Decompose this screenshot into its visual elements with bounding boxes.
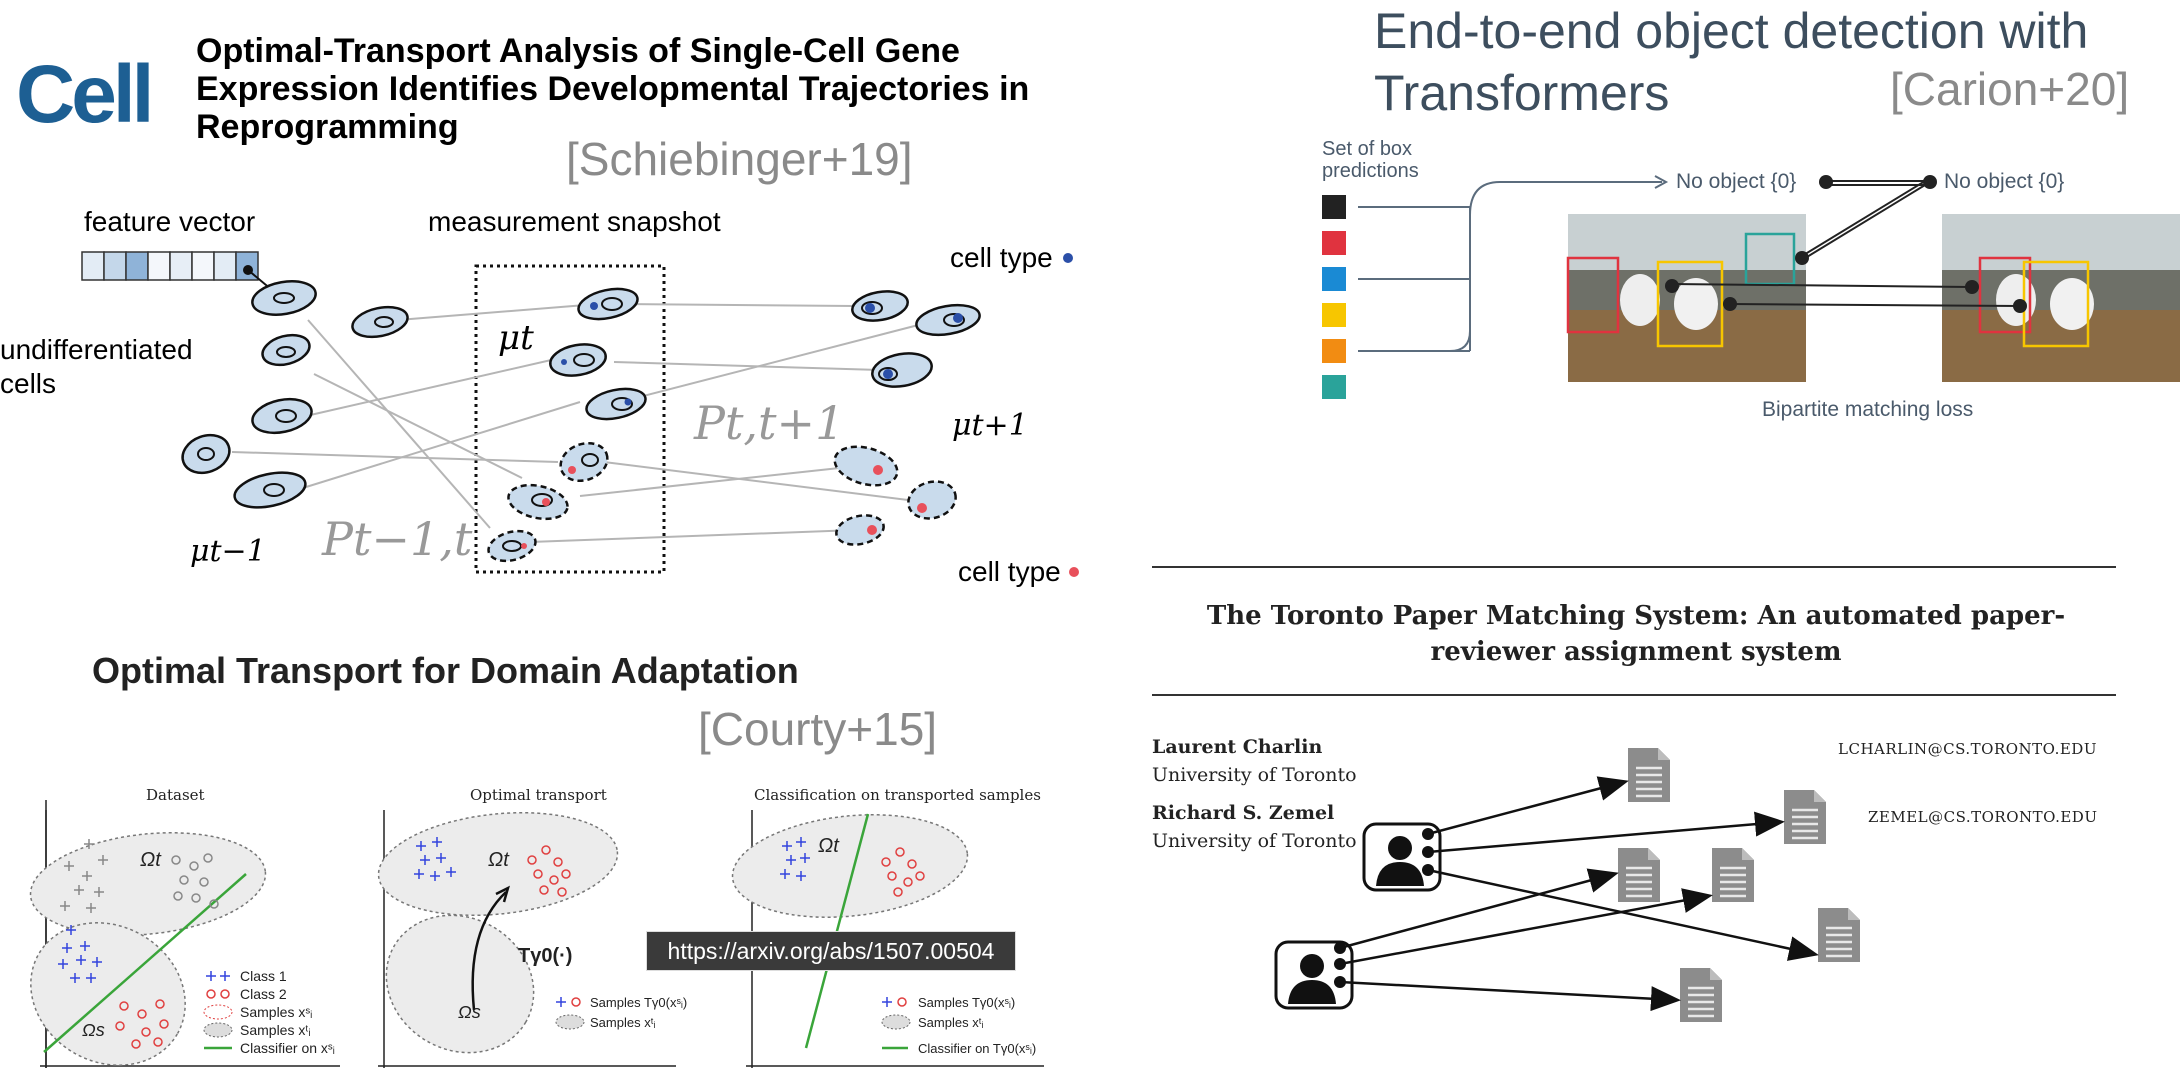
arxiv-url-tooltip[interactable]: https://arxiv.org/abs/1507.00504 [646, 931, 1016, 971]
measurement-snapshot-label: measurement snapshot [428, 206, 721, 237]
mu-t-minus-1-label: μt−1 [190, 534, 266, 569]
svg-text:Classifier on xˢᵢ: Classifier on xˢᵢ [240, 1040, 335, 1056]
paper-doc-3 [1616, 846, 1662, 904]
subplot-classification-title: Classification on transported samples [754, 786, 1041, 804]
prediction-square-3 [1322, 303, 1346, 327]
right-gull-photo [1942, 214, 2180, 382]
reviewer-assignment-diagram [1274, 746, 1862, 1024]
subplot-dataset: Class 1 Class 2 Samples xˢᵢ Samples xᵗᵢ … [29, 800, 340, 1068]
subplot-ot-title: Optimal transport [470, 786, 607, 804]
undifferentiated-nuclei [197, 292, 394, 497]
paper-doc-1 [1626, 746, 1672, 804]
p-tm1-t-label: Pt−1,t [322, 512, 473, 566]
svg-text:Ωt: Ωt [140, 849, 162, 871]
author2-affiliation: University of Toronto [1152, 830, 1357, 852]
mu-t-label: μt [498, 318, 534, 358]
detr-title-line2: Transformers [1374, 65, 1670, 121]
domain-adaptation-figure: Class 1 Class 2 Samples xˢᵢ Samples xᵗᵢ … [29, 800, 1044, 1068]
courty-paper-title: Optimal Transport for Domain Adaptation [92, 650, 799, 691]
target-cells-red [833, 445, 957, 546]
no-object-left: No object {0} [1676, 170, 1797, 193]
legend-2: Samples Tγ0(xˢᵢ) Samples xᵗᵢ [555, 995, 687, 1030]
transport-map-label: Tγ0(·) [518, 945, 572, 967]
tpms-paper-title: The Toronto Paper Matching System: An au… [1206, 601, 2066, 667]
svg-text:Class 2: Class 2 [240, 986, 287, 1002]
left-gull-photo [1566, 214, 1806, 382]
prediction-square-0 [1322, 195, 1346, 219]
red-marker-dots [521, 465, 1079, 577]
svg-text:Ωs: Ωs [82, 1020, 105, 1040]
schiebinger-citation: [Schiebinger+19] [566, 133, 913, 185]
svg-text:Samples xˢᵢ: Samples xˢᵢ [240, 1004, 312, 1020]
no-object-right: No object {0} [1944, 170, 2065, 193]
blue-marker-dots [561, 253, 1073, 406]
cell-type-red-label: cell type [958, 556, 1061, 587]
prediction-squares [1322, 195, 1346, 399]
author2-name: Richard S. Zemel [1152, 802, 1335, 824]
author1-affiliation: University of Toronto [1152, 764, 1357, 786]
legend-1: Class 1 Class 2 Samples xˢᵢ Samples xᵗᵢ … [203, 968, 335, 1056]
subplot-classification: Ωt Samples Tγ0(xˢᵢ) Samples xᵗᵢ Classifi… [731, 810, 1044, 1068]
snapshot-cells [549, 287, 647, 421]
svg-text:Ωs: Ωs [458, 1002, 481, 1022]
svg-text:Ωt: Ωt [488, 849, 510, 871]
box-predictions-label: Set of box predictions [1322, 138, 1419, 182]
svg-text:Classifier on Tγ0(xˢᵢ): Classifier on Tγ0(xˢᵢ) [918, 1041, 1036, 1056]
paper-doc-2 [1782, 788, 1828, 846]
svg-text:Samples xᵗᵢ: Samples xᵗᵢ [918, 1015, 984, 1030]
svg-text:Samples Tγ0(xˢᵢ): Samples Tγ0(xˢᵢ) [918, 995, 1015, 1010]
feature-vector-label: feature vector [84, 206, 256, 237]
box-predictions-line1: Set of box [1322, 138, 1413, 160]
author2-email: ZEMEL@CS.TORONTO.EDU [1868, 808, 2098, 826]
box-predictions-line2: predictions [1322, 160, 1419, 182]
mu-t-plus-1-label: μt+1 [952, 408, 1028, 443]
svg-text:Ωt: Ωt [818, 835, 840, 857]
snapshot-cells-red [487, 441, 609, 563]
detr-citation: [Carion+20] [1890, 63, 2130, 115]
cell-trajectory-diagram [81, 251, 1079, 577]
author1-email: LCHARLIN@CS.TORONTO.EDU [1838, 740, 2097, 758]
detr-paper-title: End-to-end object detection with Transfo… [1374, 0, 2174, 124]
prediction-square-4 [1322, 339, 1346, 363]
paper-doc-6 [1678, 966, 1724, 1024]
undifferentiated-label-line1: undifferentiated [0, 334, 193, 365]
tpms-top-rule [1152, 566, 2116, 568]
transport-lines [231, 303, 931, 543]
undifferentiated-label-line2: cells [0, 368, 57, 399]
detr-title-line1: End-to-end object detection with [1374, 3, 2089, 59]
cell-journal-logo: Cell [16, 49, 154, 140]
legend-3: Samples Tγ0(xˢᵢ) Samples xᵗᵢ Classifier … [881, 995, 1036, 1056]
subplot-dataset-title: Dataset [146, 786, 205, 804]
tpms-bottom-rule [1152, 694, 2116, 696]
assignment-arrows [1339, 776, 1819, 1012]
prediction-square-1 [1322, 231, 1346, 255]
detr-matching-diagram [1322, 175, 2180, 399]
svg-text:Samples xᵗᵢ: Samples xᵗᵢ [590, 1015, 656, 1030]
svg-text:Class 1: Class 1 [240, 968, 287, 984]
cell-type-blue-label: cell type [950, 242, 1053, 273]
snapshot-box [474, 264, 666, 574]
feature-vector-boxes [81, 251, 273, 291]
p-t-t1-label: Pt,t+1 [694, 396, 845, 450]
paper-doc-4 [1710, 846, 1756, 904]
subplot-optimal-transport: Ωt Ωs Tγ0(·) Samples Tγ0(xˢᵢ) Samples xᵗ… [377, 810, 687, 1068]
prediction-brackets [1358, 175, 1669, 352]
matching-lines [1671, 177, 2021, 307]
prediction-square-2 [1322, 267, 1346, 291]
bipartite-matching-loss-label: Bipartite matching loss [1762, 398, 1974, 421]
prediction-square-5 [1322, 375, 1346, 399]
courty-citation: [Courty+15] [698, 703, 938, 755]
undifferentiated-cells [181, 280, 409, 509]
schiebinger-paper-title: Optimal-Transport Analysis of Single-Cel… [196, 32, 1030, 146]
svg-text:Samples Tγ0(xˢᵢ): Samples Tγ0(xˢᵢ) [590, 995, 687, 1010]
author1-name: Laurent Charlin [1152, 736, 1323, 758]
paper-doc-5 [1816, 906, 1862, 964]
svg-text:Samples xᵗᵢ: Samples xᵗᵢ [240, 1022, 311, 1038]
matching-nodes [1665, 175, 2027, 313]
